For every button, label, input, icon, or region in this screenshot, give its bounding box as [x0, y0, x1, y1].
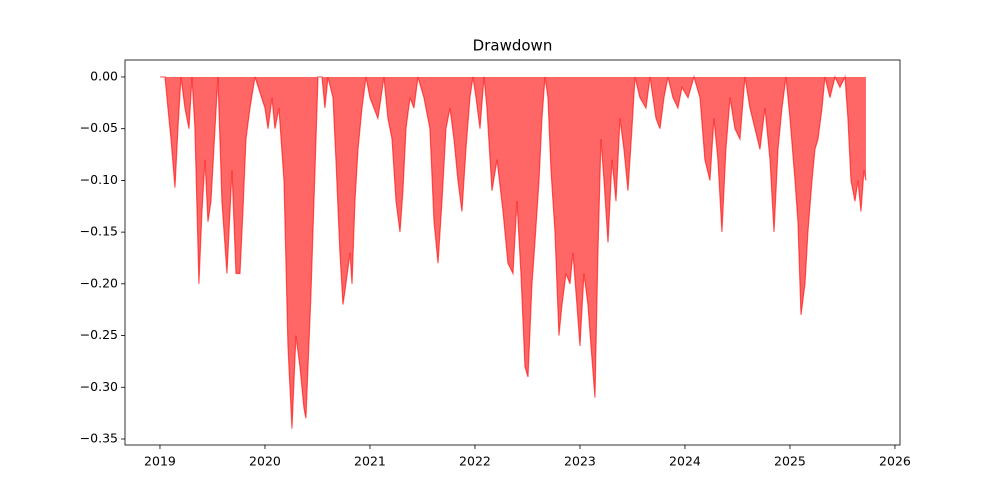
x-tick-label: 2026 [879, 454, 911, 469]
drawdown-line [159, 74, 867, 429]
x-tick-label: 2022 [459, 454, 491, 469]
x-tick-label: 2019 [144, 454, 176, 469]
y-tick-label: −0.30 [80, 379, 118, 394]
y-tick-label: −0.35 [80, 431, 118, 446]
plot-frame [124, 59, 901, 446]
chart-title: Drawdown [473, 37, 553, 55]
y-tick-label: −0.25 [80, 327, 118, 342]
y-tick-label: −0.20 [80, 275, 118, 290]
y-tick-label: 0.00 [90, 68, 118, 83]
x-tick-label: 2021 [354, 454, 386, 469]
x-tick-label: 2025 [774, 454, 806, 469]
x-tick-label: 2024 [669, 454, 701, 469]
y-tick-label: −0.05 [80, 120, 118, 135]
y-tick-label: −0.15 [80, 224, 118, 239]
y-tick-label: −0.10 [80, 172, 118, 187]
x-tick-label: 2020 [249, 454, 281, 469]
x-tick-label: 2023 [564, 454, 596, 469]
